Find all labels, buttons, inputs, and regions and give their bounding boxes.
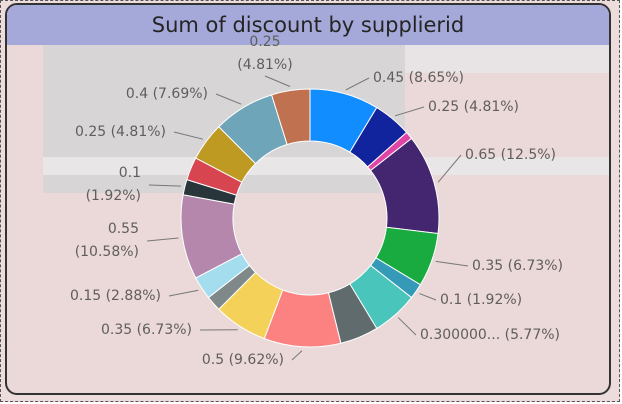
background-band	[405, 43, 609, 73]
donut-slice	[270, 88, 311, 146]
data-label: 0.65 (12.5%)	[465, 146, 557, 163]
leader-line	[291, 350, 303, 361]
data-label: 0.15 (2.88%)	[69, 287, 161, 304]
data-label: 0.1 (1.92%)	[85, 165, 141, 204]
chart	[43, 43, 609, 361]
leader-line	[264, 75, 291, 87]
leader-line	[173, 131, 203, 140]
leader-line	[437, 154, 462, 183]
background-band	[43, 157, 609, 175]
leader-line	[419, 293, 437, 301]
data-label: 0.4 (7.69%)	[125, 85, 208, 102]
leader-line	[215, 93, 242, 105]
data-label: 0.35 (6.73%)	[472, 257, 564, 274]
leader-line	[146, 237, 179, 242]
chart-title: Sum of discount by supplierid	[151, 13, 465, 37]
data-label: 0.25 (4.81%)	[237, 33, 293, 73]
leader-line	[435, 260, 469, 267]
leader-line	[168, 289, 199, 297]
data-label: 0.55 (10.58%)	[74, 221, 139, 260]
data-label: 0.25 (4.81%)	[74, 123, 166, 140]
leader-line	[397, 317, 417, 336]
data-label: 0.1 (1.92%)	[440, 291, 523, 308]
leader-line	[345, 77, 370, 91]
data-label: 0.45 (8.65%)	[373, 69, 465, 86]
data-label: 0.35 (6.73%)	[100, 321, 192, 338]
data-label: 0.5 (9.62%)	[201, 351, 284, 368]
leader-line	[395, 106, 425, 117]
data-label: 0.25 (4.81%)	[428, 98, 520, 115]
leader-line	[148, 184, 181, 187]
header-bar	[7, 5, 609, 45]
visual-frame: Sum of discount by supplierid 0.45 (8.65…	[5, 3, 611, 395]
data-label: 0.300000... (5.77%)	[420, 326, 560, 343]
